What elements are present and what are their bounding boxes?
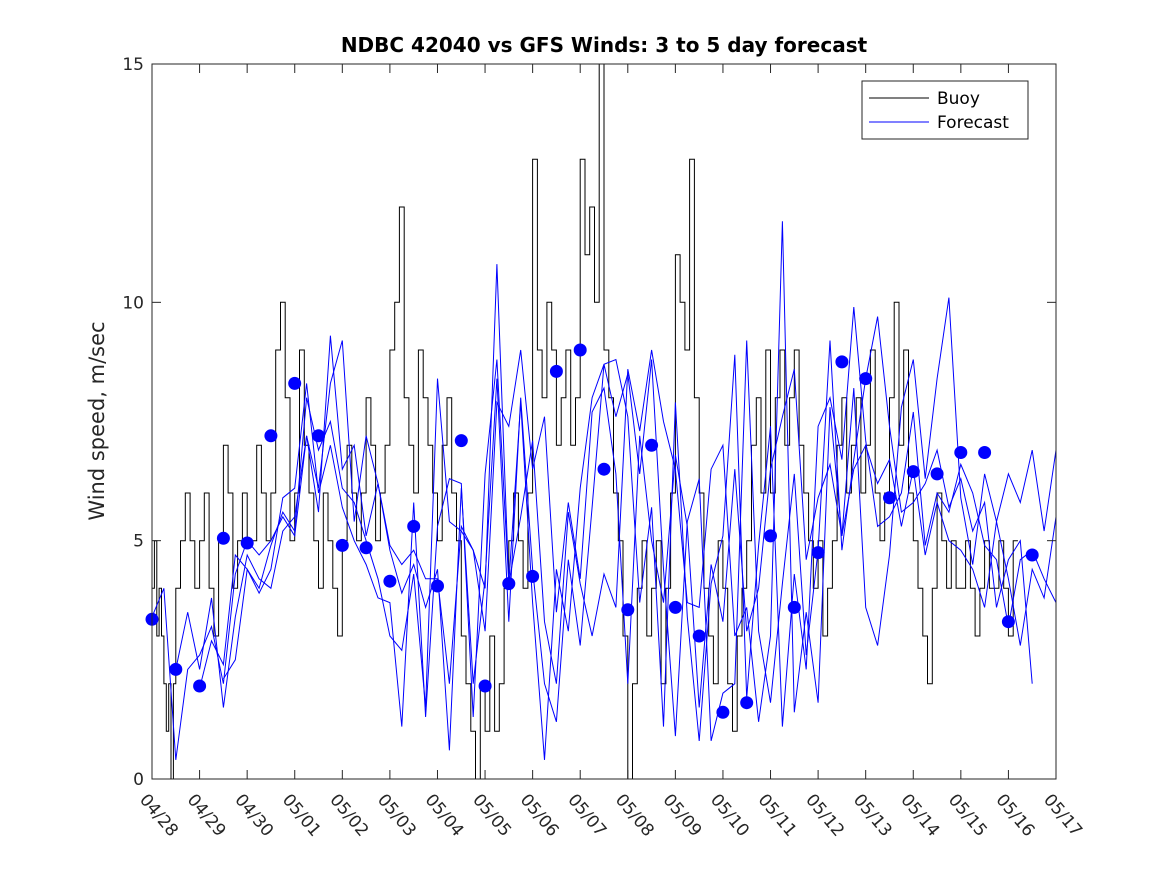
- y-tick-label: 5: [133, 532, 144, 552]
- forecast-marker: [906, 465, 920, 479]
- legend-box: [861, 80, 1029, 140]
- forecast-marker: [216, 531, 230, 545]
- legend-forecast-label: Forecast: [937, 113, 1009, 133]
- forecast-marker: [549, 364, 563, 378]
- y-tick-label: 15: [122, 55, 144, 75]
- forecast-marker: [502, 577, 516, 591]
- forecast-trace-3: [199, 307, 1057, 760]
- forecast-marker: [692, 629, 706, 643]
- x-tick-label: 05/11: [754, 790, 801, 840]
- forecast-marker: [1025, 548, 1039, 562]
- forecast-marker: [954, 446, 968, 459]
- x-tick-label: 05/16: [992, 790, 1039, 840]
- x-tick-label: 05/14: [896, 790, 943, 840]
- forecast-marker: [454, 434, 468, 448]
- forecast-marker: [335, 538, 349, 552]
- forecast-trace-4: [222, 349, 1057, 708]
- forecast-marker: [764, 529, 777, 543]
- forecast-marker: [288, 376, 302, 390]
- forecast-marker: [787, 600, 801, 614]
- forecast-marker: [597, 462, 611, 476]
- forecast-marker: [478, 679, 492, 693]
- y-tick-label: 10: [122, 293, 144, 313]
- axes-box: [151, 63, 1057, 780]
- x-tick-label: 05/15: [944, 790, 991, 840]
- forecast-marker: [573, 343, 587, 357]
- forecast-marker: [383, 574, 397, 588]
- x-tick-label: 05/04: [421, 790, 468, 840]
- chart-title: NDBC 42040 vs GFS Winds: 3 to 5 day fore…: [341, 33, 868, 57]
- forecast-marker: [169, 662, 183, 676]
- x-tick-label: 05/01: [278, 790, 325, 840]
- forecast-marker: [668, 600, 682, 614]
- x-tick-label: 05/10: [706, 790, 753, 840]
- forecast-marker: [1001, 615, 1015, 629]
- forecast-marker: [645, 438, 659, 452]
- forecast-marker: [240, 536, 254, 550]
- y-axis-label: Wind speed, m/sec: [85, 321, 109, 520]
- forecast-marker: [883, 491, 896, 505]
- x-tick-label: 05/03: [373, 790, 420, 840]
- x-tick-label: 05/12: [801, 790, 848, 840]
- forecast-marker: [930, 467, 944, 481]
- x-tick-label: 05/02: [325, 790, 372, 840]
- forecast-marker: [431, 579, 444, 593]
- forecast-marker: [811, 546, 825, 560]
- x-tick-label: 05/17: [1039, 790, 1086, 840]
- y-tick-label: 0: [133, 770, 144, 790]
- legend: Buoy Forecast: [861, 80, 1029, 140]
- forecast-marker: [716, 705, 730, 719]
- forecast-marker: [835, 355, 849, 369]
- forecast-marker: [621, 603, 635, 617]
- x-tick-label: 04/30: [230, 790, 277, 840]
- x-tick-label: 05/09: [659, 790, 706, 840]
- forecast-trace-1: [151, 221, 1057, 760]
- x-tick-label: 05/05: [468, 790, 515, 840]
- forecast-marker: [359, 541, 373, 555]
- plot-area: [145, 63, 1057, 780]
- forecast-marker: [859, 372, 873, 386]
- forecast-marker: [193, 679, 207, 693]
- x-tick-label: 05/07: [563, 790, 610, 840]
- forecast-marker: [312, 429, 325, 443]
- x-tick-label: 05/13: [849, 790, 896, 840]
- forecast-marker: [740, 696, 754, 710]
- forecast-marker: [407, 519, 421, 533]
- legend-buoy-label: Buoy: [937, 89, 980, 109]
- x-tick-label: 05/08: [611, 790, 658, 840]
- buoy-series-line: [152, 63, 1018, 780]
- forecast-marker: [264, 429, 278, 443]
- x-tick-label: 04/28: [135, 790, 182, 840]
- x-tick-label: 05/06: [516, 790, 563, 840]
- forecast-marker: [526, 569, 540, 583]
- x-tick-label: 04/29: [183, 790, 230, 840]
- forecast-marker: [978, 446, 992, 459]
